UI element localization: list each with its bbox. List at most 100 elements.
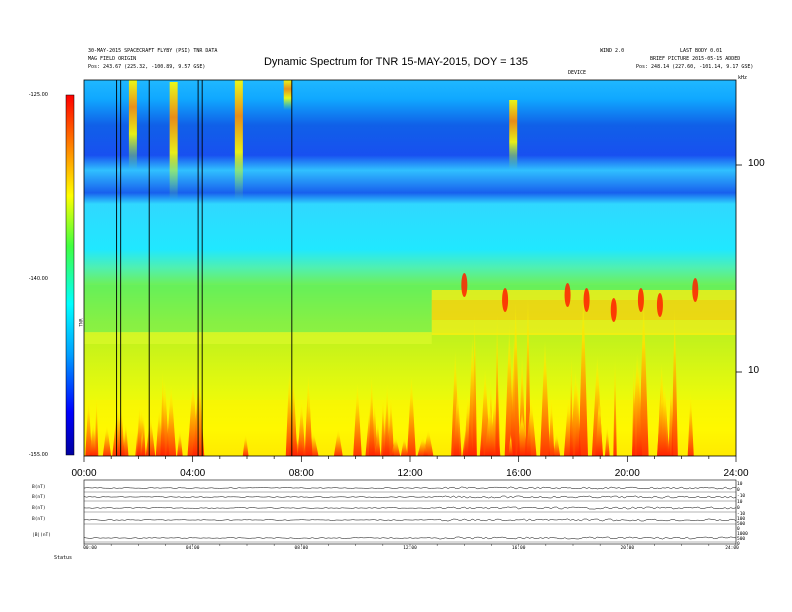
lower-time-tick-2: 08:00 (294, 546, 309, 551)
burst-spike (94, 392, 99, 456)
burst-spike (525, 292, 531, 456)
burst-spike (511, 334, 516, 456)
burst-spike (177, 428, 183, 456)
burst-spike (525, 395, 537, 456)
burst-spike (102, 423, 112, 456)
lower-right-label-8: 0 (737, 527, 740, 532)
lower-right-label-6: 100 (737, 517, 746, 522)
burst-patch (637, 288, 644, 312)
x-tick-label-6: 24:00 (723, 468, 749, 479)
x-tick-label-5: 20:00 (614, 468, 640, 479)
burst-spike (387, 393, 395, 456)
y-right-tick-label-10: 10 (748, 365, 760, 376)
burst-patch (461, 273, 468, 297)
x-tick-label-1: 04:00 (180, 468, 206, 479)
burst-spike (578, 291, 589, 456)
burst-spike (574, 376, 581, 456)
burst-spike (660, 382, 670, 456)
mag-trace (83, 486, 737, 490)
header-right-line2: BRIEF PICTURE 2015-05-15 ADDED (650, 56, 741, 62)
colorbar-tick-top: -125.00 (28, 92, 48, 98)
colorbar-label: TNR (78, 318, 84, 327)
burst-spike (407, 374, 416, 456)
lower-right-label-11: 0 (737, 542, 740, 547)
header-left-line3: Pos: 243.67 (225.32, -100.89, 9.57 GSE) (88, 64, 206, 70)
x-tick-label-2: 08:00 (288, 468, 314, 479)
burst-spike (242, 432, 249, 456)
burst-spike (687, 390, 694, 456)
burst-patch (656, 293, 663, 317)
burst-spike (123, 419, 129, 456)
lower-panel-label-4: B(nT) (32, 517, 46, 522)
burst-spike (553, 431, 561, 456)
colorbar-tick-bottom: -155.00 (28, 452, 48, 458)
lower-panel-label-1: B(nT) (32, 485, 46, 490)
lower-right-label-9: 1000 (737, 532, 748, 537)
burst-spike (540, 336, 550, 456)
burst-spike (604, 423, 610, 456)
x-tick-label-3: 12:00 (397, 468, 423, 479)
burst-patch (583, 288, 590, 312)
footer-status: Status (54, 555, 73, 561)
lower-panels (83, 479, 737, 546)
lower-panel-label-5: |B|(nT) (32, 533, 51, 538)
radio-burst-streak (234, 80, 243, 200)
lower-right-label-4: 0 (737, 506, 740, 511)
lower-time-tick-5: 20:00 (620, 546, 635, 551)
lower-right-label-0: 10 (737, 482, 743, 487)
header-right-line3: Pos: 248.14 (227.60, -101.14, 9.17 GSE) (636, 64, 754, 70)
radio-burst-streak (169, 82, 178, 200)
burst-spike (631, 350, 643, 456)
burst-spike (504, 323, 514, 456)
lower-right-label-2: -10 (737, 494, 746, 499)
lower-panel-label-2: B(nT) (32, 495, 46, 500)
burst-spike (417, 435, 429, 456)
lower-right-label-10: 500 (737, 537, 746, 542)
header-right-unit: kHz (738, 75, 748, 81)
colorbar-tick-mid: -140.00 (28, 276, 48, 282)
lower-right-label-3: 10 (737, 500, 743, 505)
burst-spike (166, 383, 177, 456)
burst-spike (85, 394, 92, 456)
burst-spike (381, 392, 385, 456)
header-left-line1: 30-MAY-2015 SPACECRAFT FLYBY (PSI) TNR D… (88, 48, 218, 54)
burst-spike (595, 394, 604, 456)
burst-spike (375, 417, 381, 456)
burst-patch (610, 298, 617, 322)
burst-spike (638, 296, 649, 456)
lower-right-label-1: 0 (737, 488, 740, 493)
burst-spike (141, 409, 146, 456)
y-right-tick-label-100: 100 (748, 158, 765, 169)
burst-spike (384, 381, 390, 456)
chart-title: Dynamic Spectrum for TNR 15-MAY-2015, DO… (263, 56, 528, 68)
header-center-mark: DEVICE (568, 70, 587, 76)
header-left-line2: MAG FIELD ORIGIN (88, 56, 137, 62)
burst-spike (391, 435, 401, 456)
burst-spike (368, 373, 375, 456)
burst-spike (305, 384, 313, 456)
x-tick-label-4: 16:00 (506, 468, 532, 479)
burst-spike (160, 378, 170, 456)
mag-trace (83, 495, 737, 499)
mag-trace (83, 506, 737, 510)
radio-burst-streak (509, 100, 518, 170)
mag-trace (83, 518, 737, 522)
lower-time-tick-1: 04:00 (185, 546, 200, 551)
header-right-top2: LAST BODY 0.01 (680, 48, 723, 54)
burst-spike (453, 384, 462, 456)
lower-panel-label-3: B(nT) (32, 506, 46, 511)
burst-spike (89, 420, 98, 456)
lower-right-label-5: -10 (737, 512, 746, 517)
burst-spike (508, 433, 513, 456)
lower-time-tick-0: 00:00 (83, 546, 97, 551)
burst-spike (468, 333, 477, 456)
colorbar (65, 94, 75, 456)
burst-spike (400, 435, 408, 456)
band-plasma-line (84, 332, 432, 344)
x-tick-label-0: 00:00 (71, 468, 97, 479)
burst-spike (297, 397, 306, 456)
radio-burst-streak (283, 80, 292, 110)
burst-patch (564, 283, 571, 307)
burst-spike (671, 305, 678, 456)
